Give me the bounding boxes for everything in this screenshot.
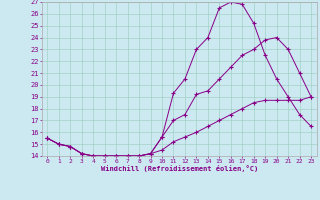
X-axis label: Windchill (Refroidissement éolien,°C): Windchill (Refroidissement éolien,°C) <box>100 165 258 172</box>
